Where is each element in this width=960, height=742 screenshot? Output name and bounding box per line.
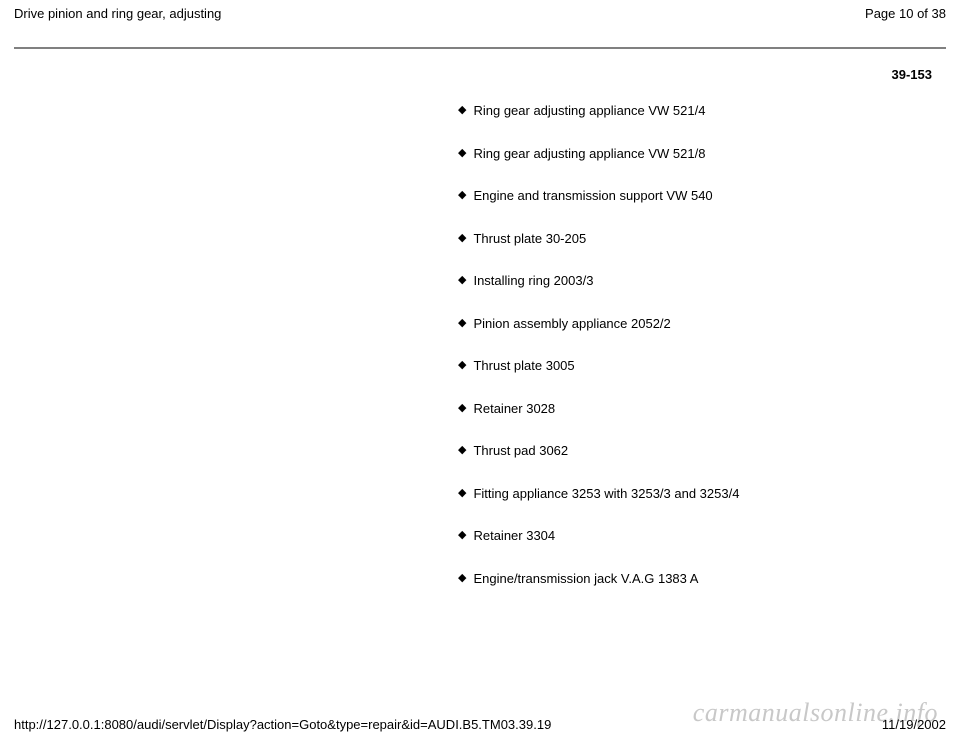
diamond-bullet-icon: ◆ (458, 272, 466, 289)
diamond-bullet-icon: ◆ (458, 485, 466, 502)
diamond-bullet-icon: ◆ (458, 442, 466, 459)
list-item: ◆ Thrust plate 30-205 (458, 230, 778, 248)
list-item: ◆ Engine and transmission support VW 540 (458, 187, 778, 205)
list-item-text: Retainer 3304 (473, 527, 778, 545)
list-item-text: Ring gear adjusting appliance VW 521/4 (473, 102, 778, 120)
diamond-bullet-icon: ◆ (458, 230, 466, 247)
footer-date: 11/19/2002 (882, 717, 946, 732)
header-page-indicator: Page 10 of 38 (865, 6, 946, 21)
list-item: ◆ Pinion assembly appliance 2052/2 (458, 315, 778, 333)
list-item-text: Thrust plate 3005 (473, 357, 778, 375)
diamond-bullet-icon: ◆ (458, 400, 466, 417)
list-item: ◆ Installing ring 2003/3 (458, 272, 778, 290)
content-area: ◆ Ring gear adjusting appliance VW 521/4… (0, 82, 960, 588)
list-item: ◆ Retainer 3028 (458, 400, 778, 418)
diamond-bullet-icon: ◆ (458, 145, 466, 162)
list-item: ◆ Fitting appliance 3253 with 3253/3 and… (458, 485, 778, 503)
page-footer: http://127.0.0.1:8080/audi/servlet/Displ… (14, 717, 946, 732)
list-item-text: Thrust pad 3062 (473, 442, 778, 460)
diamond-bullet-icon: ◆ (458, 357, 466, 374)
header-title: Drive pinion and ring gear, adjusting (14, 6, 221, 21)
list-item: ◆ Retainer 3304 (458, 527, 778, 545)
diamond-bullet-icon: ◆ (458, 187, 466, 204)
list-item: ◆ Engine/transmission jack V.A.G 1383 A (458, 570, 778, 588)
list-item-text: Engine/transmission jack V.A.G 1383 A (473, 570, 778, 588)
list-item-text: Thrust plate 30-205 (473, 230, 778, 248)
footer-url: http://127.0.0.1:8080/audi/servlet/Displ… (14, 717, 551, 732)
list-item: ◆ Thrust pad 3062 (458, 442, 778, 460)
list-item-text: Fitting appliance 3253 with 3253/3 and 3… (473, 485, 778, 503)
diamond-bullet-icon: ◆ (458, 570, 466, 587)
diamond-bullet-icon: ◆ (458, 527, 466, 544)
list-item: ◆ Ring gear adjusting appliance VW 521/8 (458, 145, 778, 163)
list-item-text: Ring gear adjusting appliance VW 521/8 (473, 145, 778, 163)
list-item-text: Installing ring 2003/3 (473, 272, 778, 290)
list-item-text: Retainer 3028 (473, 400, 778, 418)
diamond-bullet-icon: ◆ (458, 102, 466, 119)
list-item: ◆ Ring gear adjusting appliance VW 521/4 (458, 102, 778, 120)
section-page-number: 39-153 (0, 49, 960, 82)
page-header: Drive pinion and ring gear, adjusting Pa… (0, 0, 960, 25)
list-item: ◆ Thrust plate 3005 (458, 357, 778, 375)
diamond-bullet-icon: ◆ (458, 315, 466, 332)
list-item-text: Pinion assembly appliance 2052/2 (473, 315, 778, 333)
list-item-text: Engine and transmission support VW 540 (473, 187, 778, 205)
